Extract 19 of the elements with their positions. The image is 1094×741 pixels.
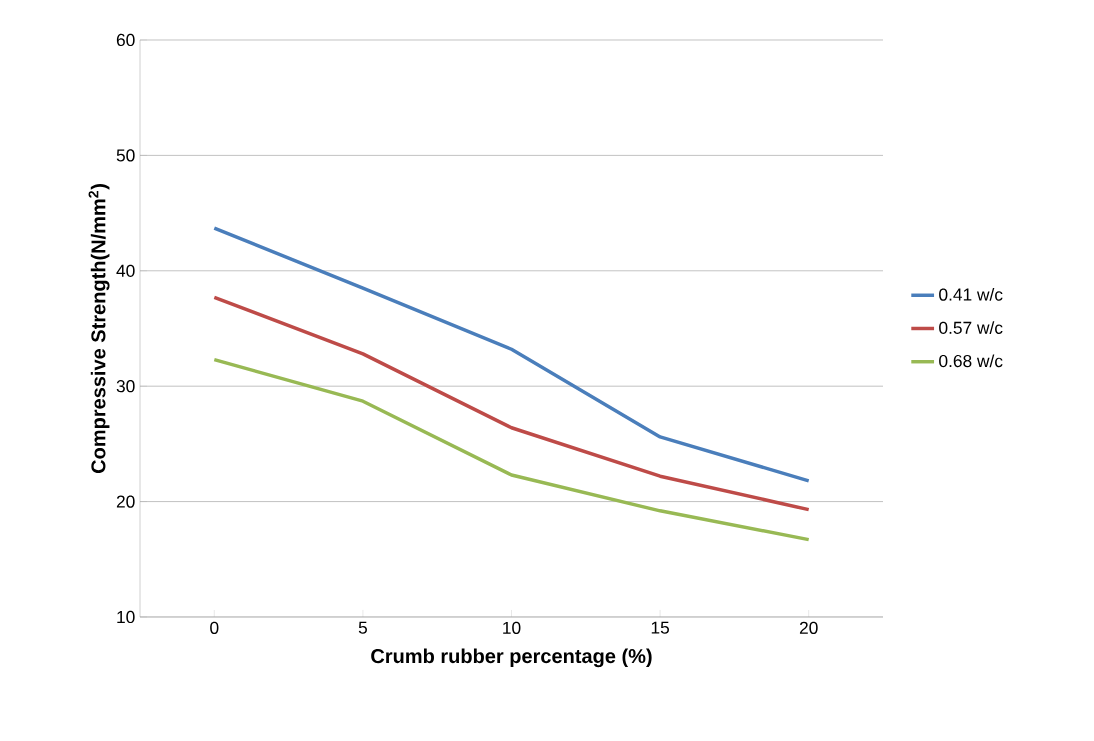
line-series [212, 357, 811, 542]
x-axis-title: Crumb rubber percentage (%) [371, 648, 652, 668]
y-tick-label: 60 [116, 33, 135, 47]
line-series [212, 295, 811, 512]
x-tick-label: 10 [503, 621, 521, 634]
y-tick-label: 10 [117, 610, 135, 624]
y-tick-label: 20 [116, 495, 135, 508]
y-axis-title: Compressive Strength(N/mm$^{2}$) [88, 184, 110, 474]
x-tick-label: 0 [210, 621, 219, 634]
y-tick-label: 50 [116, 149, 135, 162]
legend-label: 0.57 w/c [939, 321, 1003, 334]
x-tick-label: 20 [799, 621, 818, 634]
legend-label: 0.68 w/c [939, 354, 1003, 368]
legend-label: 0.41 w/c [939, 287, 1003, 301]
y-tick-label: 30 [116, 380, 135, 393]
x-tick-label: 15 [651, 621, 670, 634]
line-series [212, 226, 811, 483]
x-tick-label: 5 [358, 621, 367, 634]
y-tick-label: 40 [116, 264, 135, 277]
